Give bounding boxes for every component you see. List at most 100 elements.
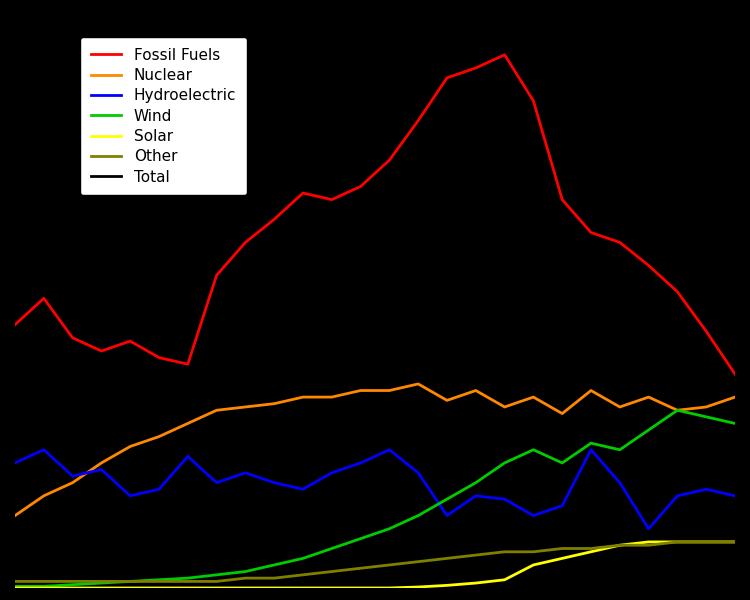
Solar: [644, 538, 653, 545]
Fossil Fuels: [471, 64, 480, 71]
Wind: [644, 427, 653, 434]
Wind: [68, 581, 77, 589]
Fossil Fuels: [615, 239, 624, 246]
Solar: [241, 584, 250, 592]
Total: [39, 64, 48, 71]
Total: [10, 117, 20, 124]
Fossil Fuels: [212, 272, 221, 279]
Other: [270, 575, 279, 582]
Other: [298, 571, 307, 578]
Nuclear: [270, 400, 279, 407]
Fossil Fuels: [558, 196, 567, 203]
Wind: [327, 545, 336, 552]
Fossil Fuels: [385, 157, 394, 164]
Other: [673, 538, 682, 545]
Solar: [183, 584, 192, 592]
Other: [183, 578, 192, 585]
Total: [126, 91, 135, 98]
Solar: [126, 584, 135, 592]
Fossil Fuels: [644, 262, 653, 269]
Total: [68, 114, 77, 121]
Hydroelectric: [270, 479, 279, 486]
Nuclear: [97, 460, 106, 467]
Fossil Fuels: [327, 196, 336, 203]
Wind: [414, 512, 423, 519]
Other: [385, 562, 394, 569]
Solar: [500, 576, 509, 583]
Hydroelectric: [442, 512, 452, 519]
Hydroelectric: [558, 502, 567, 509]
Total: [97, 101, 106, 108]
Nuclear: [327, 394, 336, 401]
Fossil Fuels: [183, 361, 192, 368]
Hydroelectric: [586, 446, 596, 454]
Fossil Fuels: [730, 370, 740, 377]
Nuclear: [212, 407, 221, 414]
Other: [615, 542, 624, 549]
Other: [414, 558, 423, 565]
Fossil Fuels: [154, 354, 164, 361]
Wind: [385, 525, 394, 532]
Hydroelectric: [356, 460, 365, 467]
Solar: [414, 583, 423, 590]
Other: [586, 545, 596, 552]
Other: [97, 578, 106, 585]
Other: [126, 578, 135, 585]
Nuclear: [442, 397, 452, 404]
Hydroelectric: [212, 479, 221, 486]
Hydroelectric: [68, 472, 77, 479]
Fossil Fuels: [356, 183, 365, 190]
Nuclear: [414, 380, 423, 388]
Nuclear: [241, 403, 250, 410]
Hydroelectric: [241, 469, 250, 476]
Nuclear: [673, 407, 682, 414]
Hydroelectric: [500, 496, 509, 503]
Wind: [529, 446, 538, 454]
Nuclear: [68, 479, 77, 486]
Nuclear: [558, 410, 567, 417]
Fossil Fuels: [298, 190, 307, 197]
Wind: [586, 440, 596, 447]
Fossil Fuels: [39, 295, 48, 302]
Other: [500, 548, 509, 556]
Wind: [298, 555, 307, 562]
Fossil Fuels: [126, 338, 135, 345]
Nuclear: [385, 387, 394, 394]
Hydroelectric: [10, 460, 20, 467]
Wind: [241, 568, 250, 575]
Hydroelectric: [327, 469, 336, 476]
Wind: [558, 460, 567, 467]
Other: [442, 555, 452, 562]
Wind: [673, 407, 682, 414]
Wind: [212, 571, 221, 578]
Nuclear: [39, 492, 48, 499]
Solar: [442, 582, 452, 589]
Other: [529, 548, 538, 556]
Wind: [702, 413, 711, 421]
Fossil Fuels: [500, 51, 509, 58]
Wind: [471, 479, 480, 486]
Nuclear: [586, 387, 596, 394]
Wind: [97, 580, 106, 587]
Fossil Fuels: [97, 347, 106, 355]
Hydroelectric: [183, 453, 192, 460]
Fossil Fuels: [673, 288, 682, 295]
Solar: [529, 562, 538, 569]
Hydroelectric: [154, 485, 164, 493]
Solar: [558, 555, 567, 562]
Nuclear: [529, 394, 538, 401]
Wind: [730, 420, 740, 427]
Nuclear: [702, 403, 711, 410]
Solar: [471, 580, 480, 587]
Total: [183, 55, 192, 62]
Hydroelectric: [730, 492, 740, 499]
Hydroelectric: [702, 485, 711, 493]
Other: [39, 578, 48, 585]
Solar: [39, 584, 48, 592]
Hydroelectric: [39, 446, 48, 454]
Solar: [615, 542, 624, 549]
Solar: [356, 584, 365, 592]
Line: Other: Other: [15, 542, 735, 581]
Line: Solar: Solar: [15, 542, 735, 588]
Wind: [356, 535, 365, 542]
